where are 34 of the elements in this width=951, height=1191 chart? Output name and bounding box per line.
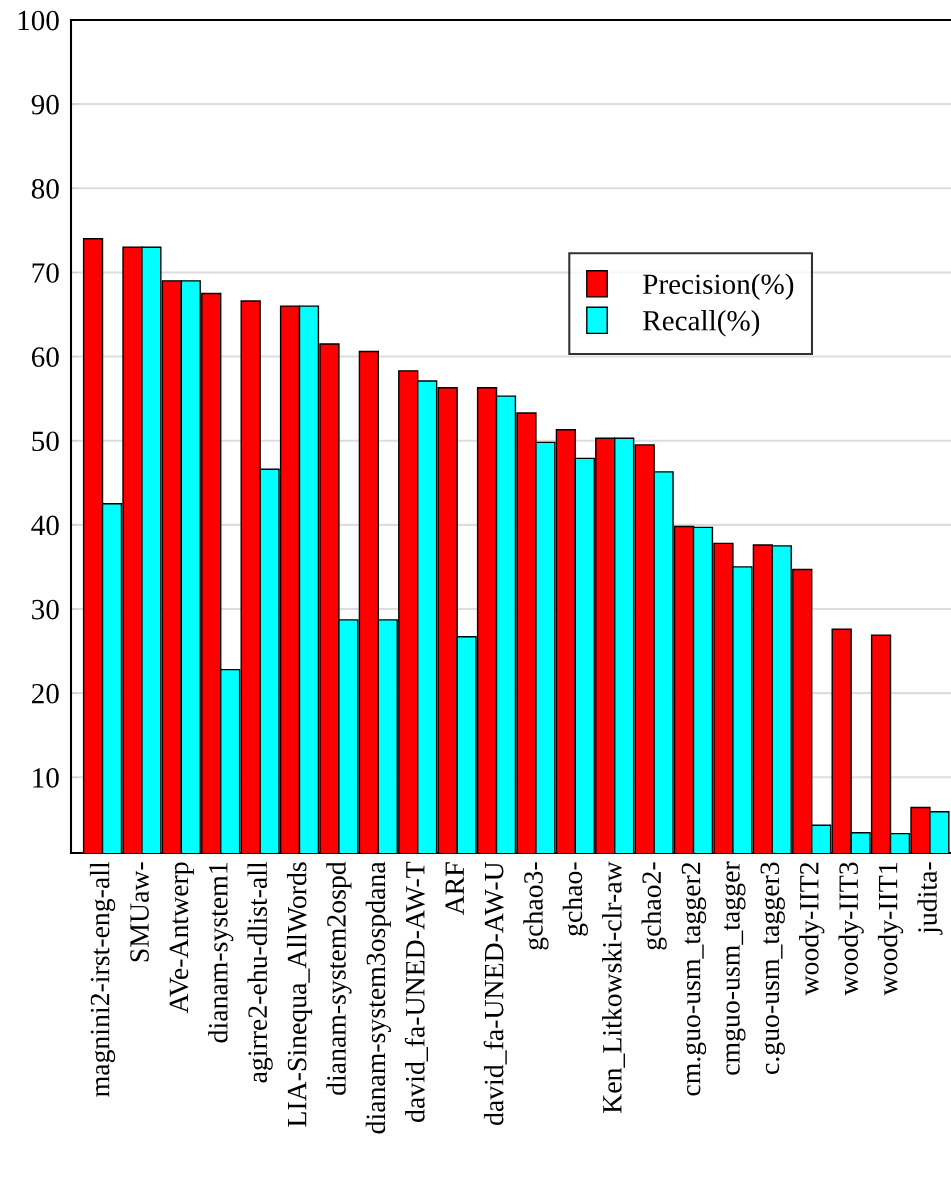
- x-tick-label: gchao-: [562, 862, 588, 936]
- y-tick-label: 30: [32, 599, 59, 620]
- x-tick-label: dianam-system1: [208, 863, 234, 1043]
- x-tick-label: magnini2-irst-eng-all: [89, 861, 116, 1097]
- x-tick-label: Ken_Litkowski-clr-aw: [602, 861, 625, 1113]
- y-tick-label: 100: [18, 10, 59, 31]
- x-tick-label: cmguo-usm_tagger: [723, 861, 746, 1075]
- x-tick-label: agirre2-ehu-dlist-all: [247, 861, 273, 1083]
- y-tick-label: 80: [31, 179, 59, 199]
- x-tick-label: c.guo-usm_tagger3: [760, 862, 785, 1074]
- x-tick-label: dianam-system3ospdana: [365, 861, 391, 1134]
- y-tick-label: 10: [33, 768, 59, 788]
- x-tick-label: gchao2-: [641, 862, 667, 950]
- x-tick-label: woody-IIT1: [877, 863, 904, 996]
- y-tick-label: 90: [31, 94, 59, 115]
- x-tick-label: SMUaw-: [130, 862, 149, 962]
- y-tick-label: 50: [32, 431, 59, 452]
- x-tick-label: judita-: [917, 862, 943, 935]
- x-tick-label: dianam-system2ospd: [326, 861, 352, 1095]
- x-tick-label: david_fa-UNED-AW-U: [483, 861, 507, 1125]
- legend-label: Precision(%): [643, 273, 794, 300]
- y-tick-label: 70: [32, 263, 59, 283]
- y-tick-label: 60: [31, 347, 59, 367]
- x-tick-label: woody-IIT2: [799, 862, 825, 996]
- x-tick-label: woody-IIT3: [838, 862, 864, 996]
- legend-label: Recall(%): [643, 310, 760, 337]
- x-tick-label: AVe-Antwerp: [169, 862, 194, 1014]
- y-tick-label: 40: [31, 515, 59, 536]
- x-tick-label: ARF: [445, 862, 464, 916]
- y-tick-label: 20: [32, 683, 59, 704]
- x-tick-label: cm.guo-usm_tagger2: [681, 862, 707, 1096]
- x-tick-label: LIA-Sinequa_AllWords: [286, 862, 313, 1127]
- x-tick-label: gchao3-: [523, 862, 549, 950]
- x-tick-label: david_fa-UNED-AW-T: [404, 861, 428, 1122]
